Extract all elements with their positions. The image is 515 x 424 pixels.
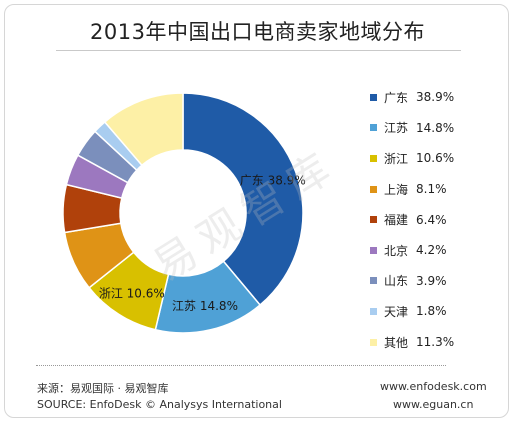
legend-value: 10.6%	[416, 151, 455, 166]
legend-label: 山东	[384, 274, 409, 289]
legend-swatch	[370, 93, 377, 101]
legend-value: 1.8%	[416, 304, 447, 319]
legend-swatch	[370, 338, 377, 346]
legend-swatch	[370, 277, 377, 285]
legend-swatch	[370, 246, 377, 254]
legend: 广东 38.9% 江苏 14.8% 浙江 10.6% 上海 8.1% 福建 6.4% 北京 4.2% 山…	[370, 82, 510, 357]
legend-swatch	[370, 154, 377, 162]
slice-label-2: 江苏 14.8%	[172, 299, 238, 313]
legend-item: 其他 11.3%	[370, 327, 510, 358]
legend-value: 8.1%	[416, 182, 447, 197]
legend-item: 北京 4.2%	[370, 235, 510, 266]
legend-swatch	[370, 307, 377, 315]
legend-label: 江苏	[384, 121, 409, 136]
legend-value: 11.3%	[416, 335, 455, 350]
legend-item: 上海 8.1%	[370, 174, 510, 205]
legend-label: 福建	[384, 213, 409, 228]
legend-item: 福建 6.4%	[370, 204, 510, 235]
legend-label: 天津	[384, 304, 409, 319]
legend-value: 14.8%	[416, 120, 455, 135]
legend-value: 4.2%	[416, 243, 447, 258]
legend-swatch	[370, 216, 377, 224]
legend-item: 广东 38.9%	[370, 82, 510, 113]
source-en: SOURCE: EnfoDesk © Analysys Internationa…	[37, 398, 282, 411]
slice-label-1: 广东 38.9%	[240, 173, 306, 187]
footer-url-1: www.enfodesk.com	[380, 380, 487, 393]
legend-label: 广东	[384, 90, 409, 105]
slice-9	[103, 92, 184, 167]
legend-value: 6.4%	[416, 212, 447, 227]
legend-label: 上海	[384, 182, 409, 197]
slice-label-3: 浙江 10.6%	[99, 287, 165, 301]
title-divider	[56, 50, 461, 51]
chart-title: 2013年中国出口电商卖家地域分布	[90, 20, 425, 44]
legend-value: 3.9%	[416, 273, 447, 288]
legend-label: 其他	[384, 335, 409, 350]
legend-item: 天津 1.8%	[370, 296, 510, 327]
slice-1	[182, 92, 304, 307]
legend-label: 北京	[384, 243, 409, 258]
legend-label: 浙江	[384, 151, 409, 166]
footer-divider	[36, 365, 446, 366]
source-cn: 来源：易观国际 · 易观智库	[37, 382, 169, 395]
footer-url-2: www.eguan.cn	[393, 398, 474, 411]
legend-item: 江苏 14.8%	[370, 113, 510, 144]
legend-item: 山东 3.9%	[370, 266, 510, 297]
legend-item: 浙江 10.6%	[370, 143, 510, 174]
legend-swatch	[370, 124, 377, 132]
legend-value: 38.9%	[416, 90, 455, 105]
legend-swatch	[370, 185, 377, 193]
